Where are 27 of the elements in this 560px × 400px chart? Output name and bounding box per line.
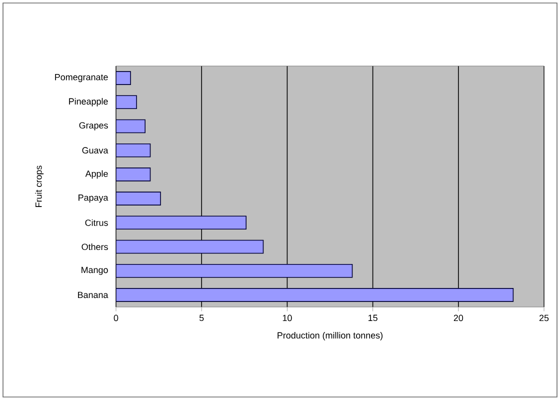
bar	[116, 264, 353, 278]
bar	[116, 119, 146, 134]
y-tick-label: Pomegranate	[55, 74, 108, 82]
bar	[116, 143, 151, 158]
bar	[116, 240, 264, 254]
x-tick-label: 20	[454, 314, 464, 322]
y-tick-label: Citrus	[85, 219, 108, 226]
bar	[116, 168, 151, 182]
y-tick-label: Others	[82, 243, 108, 250]
x-tick-label: 0	[114, 314, 118, 322]
bar	[116, 288, 514, 302]
y-tick-label: Papaya	[78, 194, 108, 203]
x-tick-label: 10	[282, 314, 292, 322]
x-tick-label: 15	[368, 314, 378, 322]
y-tick-label: Apple	[85, 170, 108, 179]
y-tick-label: Mango	[82, 266, 108, 275]
bar	[116, 192, 161, 206]
y-tick-label: Banana	[78, 292, 108, 298]
bar	[116, 95, 137, 110]
x-axis-title: Production (million tonnes)	[278, 332, 383, 340]
y-tick-label: Pineapple	[69, 98, 108, 106]
y-tick-label: Guava	[82, 147, 108, 154]
bar	[116, 216, 247, 230]
y-axis-title: Fruit crops	[35, 166, 44, 207]
x-tick-label: 5	[199, 314, 204, 322]
x-tick-label: 25	[539, 314, 549, 322]
y-tick-label: Grapes	[79, 122, 108, 130]
